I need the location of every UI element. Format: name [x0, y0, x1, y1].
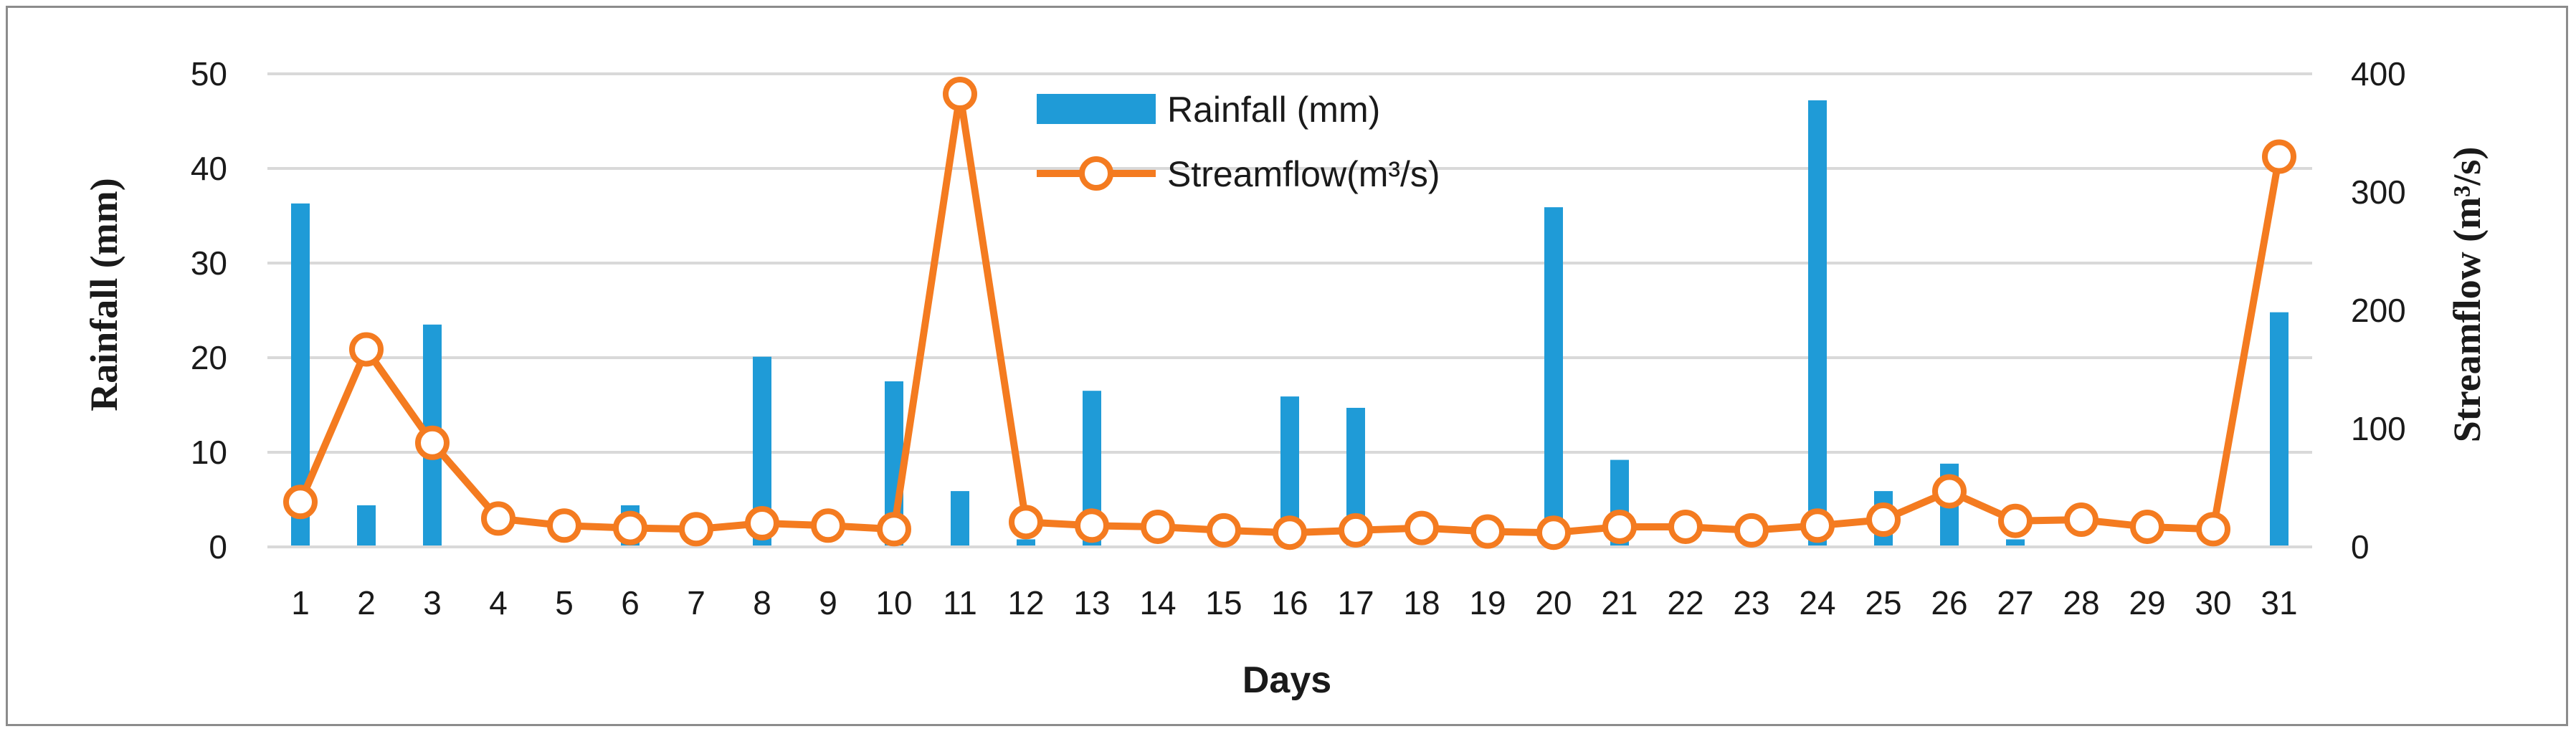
streamflow-point	[2130, 509, 2164, 544]
legend-streamflow-marker	[1079, 156, 1113, 191]
left-tick-label: 0	[209, 528, 227, 566]
legend-streamflow-label: Streamflow(m³/s)	[1167, 154, 1440, 194]
left-axis-label: Rainfall (mm)	[82, 178, 125, 411]
streamflow-point	[811, 508, 845, 543]
streamflow-point	[1668, 509, 1703, 544]
x-tick-label: 19	[1469, 584, 1506, 621]
rainfall-bar	[1544, 207, 1563, 547]
streamflow-point	[943, 77, 977, 112]
streamflow-point	[283, 485, 318, 520]
rainfall-bar	[1017, 539, 1035, 547]
x-axis-label: Days	[1242, 659, 1331, 701]
streamflow-point	[1009, 505, 1043, 540]
x-tick-label: 21	[1601, 584, 1638, 621]
x-tick-label: 8	[753, 584, 771, 621]
x-tick-label: 9	[819, 584, 837, 621]
x-tick-label: 31	[2261, 584, 2297, 621]
streamflow-point	[1932, 474, 1967, 509]
grid-lines	[267, 72, 2312, 454]
right-tick-label: 100	[2351, 410, 2406, 447]
streamflow-point	[1075, 508, 1109, 543]
streamflow-point	[2262, 139, 2296, 174]
streamflow-point	[2196, 512, 2230, 547]
left-tick-label: 50	[191, 55, 227, 92]
rainfall-bar	[357, 505, 376, 547]
chart-frame: 0 10 20 30 40 50 0 100 200 300 400 1 2 3 4 5 6 7 8 9 10 11 1…	[6, 6, 2568, 726]
x-tick-label: 18	[1403, 584, 1440, 621]
x-tick-label: 11	[943, 584, 977, 621]
rainfall-bar	[951, 491, 969, 547]
x-tick-label: 14	[1139, 584, 1176, 621]
right-tick-label: 0	[2351, 528, 2370, 566]
left-axis-ticks: 0 10 20 30 40 50	[191, 55, 227, 566]
streamflow-line	[283, 77, 2296, 550]
legend-rainfall-swatch	[1037, 94, 1156, 124]
left-tick-label: 20	[191, 339, 227, 376]
streamflow-point	[1800, 508, 1835, 543]
x-tick-label: 20	[1535, 584, 1572, 621]
streamflow-point	[1734, 513, 1769, 548]
streamflow-point	[1998, 503, 2033, 538]
left-tick-label: 30	[191, 244, 227, 282]
streamflow-point	[415, 425, 450, 460]
left-tick-label: 10	[191, 434, 227, 471]
streamflow-point	[1273, 515, 1307, 550]
x-tick-label: 23	[1733, 584, 1769, 621]
streamflow-point	[1866, 502, 1901, 538]
x-axis-ticks: 1 2 3 4 5 6 7 8 9 10 11 12 13 14 15 16 17 18 19 20 21 22 23 24 2…	[291, 584, 2297, 621]
rainfall-bar	[2006, 539, 2025, 547]
x-tick-label: 26	[1931, 584, 1967, 621]
streamflow-point	[1207, 513, 1241, 548]
x-tick-label: 3	[423, 584, 442, 621]
x-tick-label: 13	[1073, 584, 1110, 621]
x-tick-label: 2	[357, 584, 376, 621]
streamflow-point	[1470, 514, 1505, 549]
x-tick-label: 17	[1337, 584, 1374, 621]
streamflow-point	[1405, 510, 1439, 545]
streamflow-point	[1339, 513, 1373, 548]
streamflow-point	[349, 332, 384, 367]
x-tick-label: 6	[621, 584, 640, 621]
streamflow-point	[1141, 509, 1175, 544]
right-tick-label: 400	[2351, 55, 2406, 92]
streamflow-point	[613, 510, 647, 545]
streamflow-point	[2064, 502, 2099, 538]
x-tick-label: 29	[2129, 584, 2165, 621]
x-tick-label: 7	[687, 584, 705, 621]
rainfall-bar	[2270, 312, 2289, 547]
streamflow-point	[481, 501, 515, 536]
x-tick-label: 15	[1205, 584, 1242, 621]
x-tick-label: 4	[489, 584, 508, 621]
right-tick-label: 200	[2351, 292, 2406, 329]
right-axis-ticks: 0 100 200 300 400	[2351, 55, 2406, 566]
x-tick-label: 10	[875, 584, 912, 621]
x-tick-label: 27	[1997, 584, 2033, 621]
x-tick-label: 1	[291, 584, 310, 621]
right-axis-label: Streamflow (m³/s)	[2446, 147, 2489, 443]
x-tick-label: 22	[1667, 584, 1703, 621]
x-tick-label: 16	[1271, 584, 1308, 621]
rainfall-bar	[1808, 100, 1827, 547]
legend: Rainfall (mm) Streamflow(m³/s)	[1037, 90, 1440, 194]
left-tick-label: 40	[191, 150, 227, 187]
x-tick-label: 25	[1865, 584, 1901, 621]
x-tick-label: 5	[555, 584, 574, 621]
x-tick-label: 30	[2195, 584, 2231, 621]
streamflow-point	[877, 512, 911, 547]
streamflow-point	[1602, 509, 1637, 544]
x-tick-label: 28	[2063, 584, 2099, 621]
legend-rainfall-label: Rainfall (mm)	[1167, 90, 1380, 130]
streamflow-point	[679, 512, 713, 547]
x-tick-label: 24	[1799, 584, 1835, 621]
streamflow-point	[1536, 515, 1571, 550]
x-tick-label: 12	[1007, 584, 1044, 621]
streamflow-point	[745, 506, 779, 540]
streamflow-point	[547, 508, 581, 543]
right-tick-label: 300	[2351, 173, 2406, 211]
